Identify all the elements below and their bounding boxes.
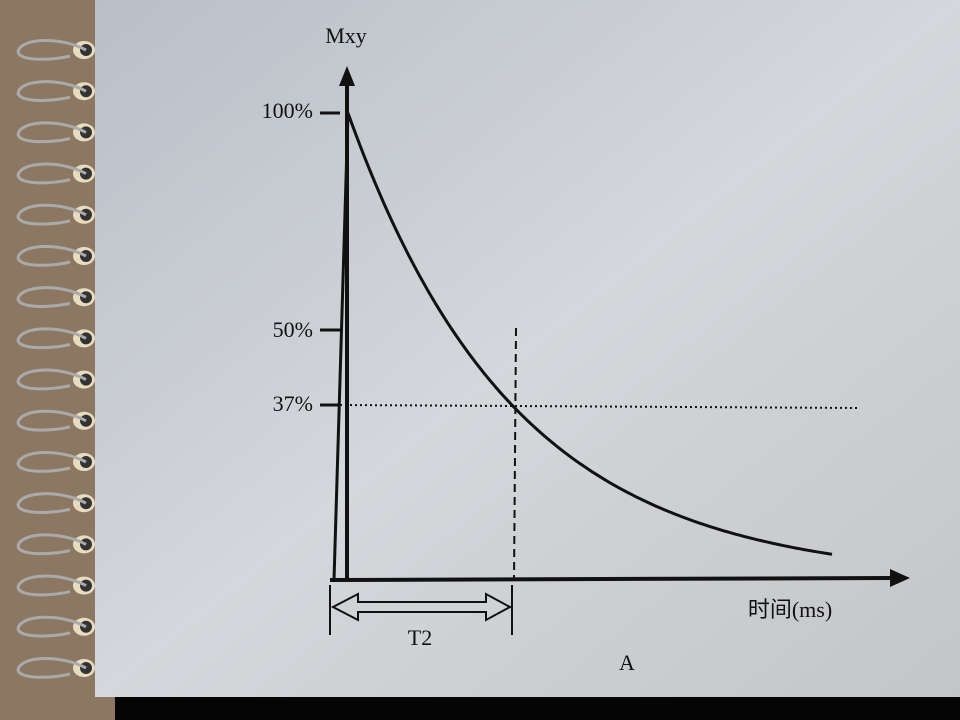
spiral-binding [16, 39, 95, 679]
tick-label: 100% [262, 98, 313, 123]
tick-label: 50% [273, 317, 313, 342]
dashed-line [513, 327, 517, 581]
wire [16, 162, 87, 185]
y-axis-label: Mxy [325, 23, 367, 48]
wire [16, 409, 87, 432]
double-arrow [330, 592, 513, 622]
wire [16, 245, 87, 267]
wire [16, 492, 87, 514]
bottom-band [115, 697, 960, 720]
wire [16, 615, 87, 638]
x-axis-label: 时间(ms) [748, 597, 832, 622]
wire [16, 574, 87, 597]
panel-label: A [619, 650, 635, 675]
axes [320, 66, 910, 635]
wire [16, 368, 87, 391]
wire [16, 39, 87, 61]
y-arrow [339, 66, 355, 86]
wire [16, 533, 87, 556]
wire [16, 451, 87, 473]
rise-line [332, 112, 350, 581]
wire [16, 657, 87, 679]
wire [16, 203, 87, 226]
x-axis [329, 576, 896, 582]
wire [16, 80, 87, 102]
interval-label: T2 [408, 625, 432, 650]
wire [16, 327, 87, 350]
tick-label: 37% [273, 391, 313, 416]
paper [95, 0, 960, 697]
wire [16, 121, 87, 144]
dotted-line [339, 404, 861, 409]
x-arrow [890, 569, 910, 587]
decay-curve [346, 112, 833, 556]
wire [16, 286, 87, 308]
